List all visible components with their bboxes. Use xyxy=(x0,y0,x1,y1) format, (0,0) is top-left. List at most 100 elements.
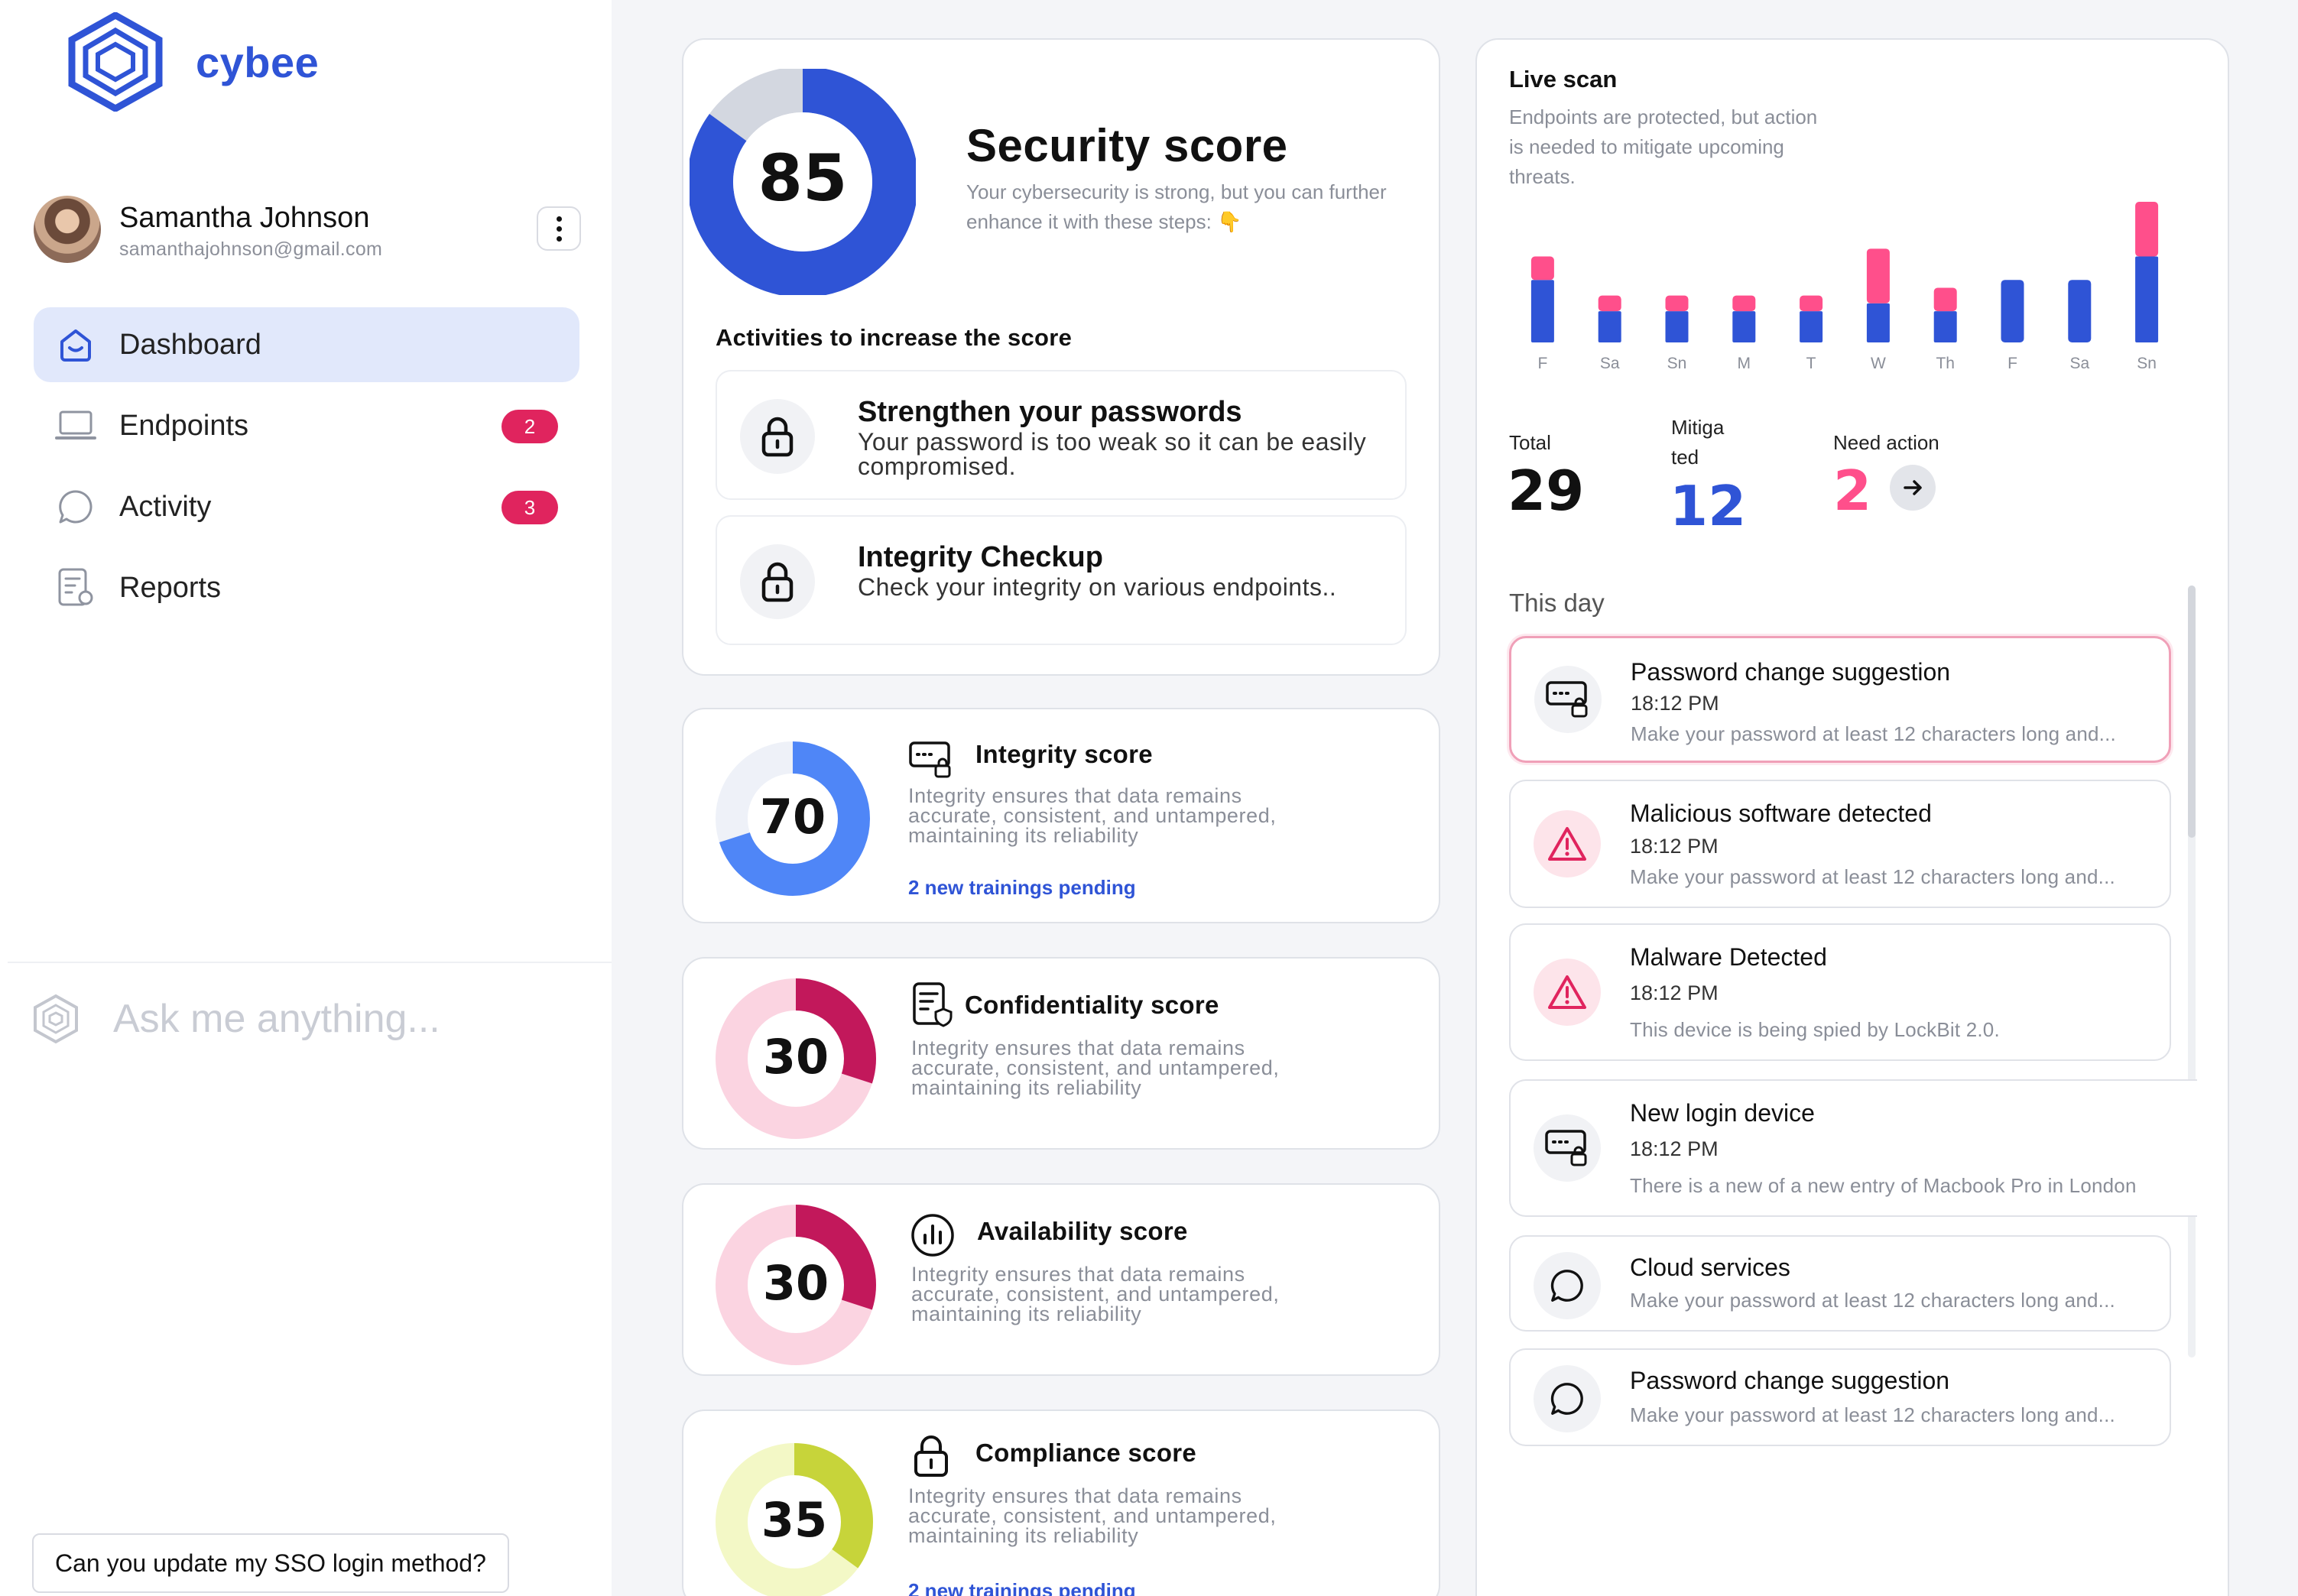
live-scan-bar-chart: F Sa Sn M T W Th F Sa Sn xyxy=(1530,202,2159,372)
chart-x-tick-label: Sn xyxy=(1667,355,1687,372)
confidentiality-score-value: 30 xyxy=(762,1029,829,1085)
chart-x-tick-label: Th xyxy=(1936,355,1955,372)
chart-x-tick-label: W xyxy=(1871,355,1886,372)
arrow-right-icon xyxy=(1904,480,1922,495)
live-scan-title: Live scan xyxy=(1509,66,1618,92)
activities-heading: Activities to increase the score xyxy=(716,324,1073,351)
notification-count-badge: 3 xyxy=(501,491,558,524)
event-title: Malware Detected xyxy=(1630,943,1827,971)
compliance-score-value: 35 xyxy=(761,1492,828,1548)
security-score-donut xyxy=(690,69,916,295)
sidebar-item-reports[interactable]: Reports xyxy=(34,550,579,625)
integrity-score-card[interactable]: 70 Integrity score Integrity ensures tha… xyxy=(682,708,1440,923)
score-description: Integrity ensures that data remains accu… xyxy=(908,1484,1277,1547)
compliance-score-card[interactable]: 35 Compliance score Integrity ensures th… xyxy=(682,1409,1440,1596)
need-action-label: Need action xyxy=(1833,431,1939,454)
laptop-icon xyxy=(55,405,96,446)
password-device-icon xyxy=(1534,666,1602,733)
sidebar-item-label: Dashboard xyxy=(119,328,261,361)
event-time: 18:12 PM xyxy=(1630,1137,1719,1160)
event-title: Password change suggestion xyxy=(1630,1367,1950,1394)
chat-bubble-icon xyxy=(1534,1365,1601,1432)
chat-bubble-icon xyxy=(1534,1252,1601,1319)
activity-description: Check your integrity on various endpoint… xyxy=(858,573,1337,601)
trainings-pending-link[interactable]: 2 new trainings pending xyxy=(908,876,1136,899)
more-options-button[interactable] xyxy=(537,206,581,251)
confidentiality-score-card[interactable]: 30 Confidentiality score Integrity ensur… xyxy=(682,957,1440,1150)
suggestion-chip[interactable]: Can you update my SSO login method? xyxy=(32,1533,509,1593)
chart-x-tick-label: Sa xyxy=(1600,355,1620,372)
event-item[interactable]: Malware Detected 18:12 PM This device is… xyxy=(1509,923,2171,1061)
brand-logo[interactable]: cybee xyxy=(64,12,319,112)
chart-x-tick-label: Sn xyxy=(2137,355,2157,372)
chart-bar-segment xyxy=(1800,295,1823,312)
password-device-icon xyxy=(1534,1114,1601,1182)
chart-bar-segment xyxy=(1732,295,1756,312)
availability-score-card[interactable]: 30 Availability score Integrity ensures … xyxy=(682,1183,1440,1376)
need-action-arrow-button[interactable] xyxy=(1890,465,1936,511)
event-list-scrollbar[interactable] xyxy=(2188,586,2196,1358)
chart-bar-segment xyxy=(1933,311,1957,342)
activity-description: Your password is too weak so it can be e… xyxy=(858,428,1367,480)
password-device-icon xyxy=(909,741,951,778)
warning-icon xyxy=(1534,959,1601,1026)
event-item[interactable]: New login device 18:12 PM There is a new… xyxy=(1509,1079,2197,1217)
chart-bar-segment xyxy=(2135,202,2159,257)
chart-bar-segment xyxy=(1665,311,1689,342)
security-score-arc xyxy=(690,69,916,295)
event-description: This device is being spied by LockBit 2.… xyxy=(1630,1018,2000,1041)
score-title: Compliance score xyxy=(975,1439,1197,1467)
total-label: Total xyxy=(1509,431,1551,454)
home-icon xyxy=(55,324,96,365)
chart-bar-segment xyxy=(1598,295,1621,312)
chart-bar-segment xyxy=(2068,280,2092,342)
trainings-pending-link[interactable]: 2 new trainings pending xyxy=(908,1579,1136,1596)
need-action-value: 2 xyxy=(1833,459,1872,523)
event-time: 18:12 PM xyxy=(1631,692,1719,715)
chart-x-tick-label: F xyxy=(1537,355,1547,372)
chart-bar-segment xyxy=(1933,287,1957,312)
sidebar-item-dashboard[interactable]: Dashboard xyxy=(34,307,579,382)
compliance-score-donut xyxy=(716,1443,873,1596)
event-time: 18:12 PM xyxy=(1630,835,1719,858)
chart-x-tick-label: F xyxy=(2008,355,2017,372)
security-score-card: 85 Security score Your cybersecurity is … xyxy=(682,38,1440,676)
mitigated-label: Mitiga ted xyxy=(1671,416,1725,469)
score-description: Integrity ensures that data remains accu… xyxy=(908,784,1277,847)
event-item[interactable]: Password change suggestion Make your pas… xyxy=(1509,1348,2171,1446)
activity-item[interactable]: Integrity Checkup Check your integrity o… xyxy=(716,515,1407,645)
availability-score-donut xyxy=(716,1205,876,1365)
event-item[interactable]: Malicious software detected 18:12 PM Mak… xyxy=(1509,780,2171,908)
chart-bar-segment xyxy=(1530,256,1554,281)
chart-bar-segment xyxy=(2135,256,2159,342)
security-score-description: Your cybersecurity is strong, but you ca… xyxy=(966,180,1387,233)
compliance-score-arc xyxy=(716,1443,873,1596)
confidentiality-score-donut xyxy=(716,978,876,1139)
event-title: Cloud services xyxy=(1630,1254,1790,1281)
sidebar-nav: Dashboard Endpoints 2 Activity 3 Reports xyxy=(34,307,579,631)
event-description: Make your password at least 12 character… xyxy=(1630,1403,2115,1426)
event-item[interactable]: Password change suggestion 18:12 PM Make… xyxy=(1509,636,2171,763)
sidebar-item-endpoints[interactable]: Endpoints 2 xyxy=(34,388,579,463)
security-score-value: 85 xyxy=(758,141,848,216)
assistant-input[interactable] xyxy=(113,996,572,1042)
activity-item[interactable]: Strengthen your passwords Your password … xyxy=(716,370,1407,500)
lock-icon xyxy=(740,399,815,474)
notification-count-badge: 2 xyxy=(501,410,558,443)
sidebar-item-label: Activity xyxy=(119,490,212,523)
lock-icon xyxy=(740,544,815,619)
event-item[interactable]: Cloud services Make your password at lea… xyxy=(1509,1235,2171,1332)
kebab-dot-icon xyxy=(556,225,562,232)
sidebar-item-activity[interactable]: Activity 3 xyxy=(34,469,579,544)
chat-bubble-icon xyxy=(55,486,96,527)
chart-x-tick-label: T xyxy=(1806,355,1816,372)
avatar[interactable] xyxy=(34,196,101,263)
availability-score-arc xyxy=(716,1205,876,1365)
chart-bar-segment xyxy=(1598,311,1621,342)
scrollbar-thumb[interactable] xyxy=(2188,586,2196,838)
chart-bar-segment xyxy=(1665,295,1689,312)
user-email: samanthajohnson@gmail.com xyxy=(119,238,383,260)
chart-bar-segment xyxy=(1530,280,1554,342)
score-title: Integrity score xyxy=(975,740,1153,768)
sidebar-item-label: Endpoints xyxy=(119,409,249,442)
